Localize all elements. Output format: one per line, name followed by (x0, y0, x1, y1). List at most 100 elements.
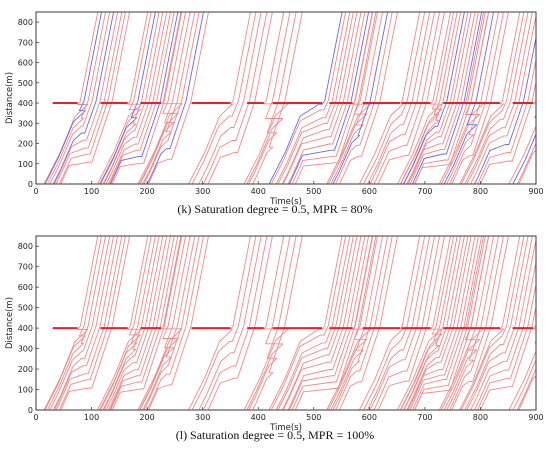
vehicle-trajectory (202, 236, 268, 410)
y-axis-label: Distance(m) (5, 72, 15, 124)
y-tick-label: 0 (28, 180, 33, 189)
vehicle-trajectory (148, 236, 209, 410)
vehicle-trajectory (282, 236, 362, 410)
vehicle-trajectory (369, 12, 435, 184)
vehicle-trajectory (477, 282, 536, 410)
vehicle-trajectory (397, 12, 451, 184)
vehicle-trajectory (407, 12, 476, 184)
vehicle-trajectory (105, 236, 168, 410)
vehicle-trajectory (248, 12, 297, 184)
vehicle-trajectory (188, 12, 251, 184)
vehicle-trajectory (451, 236, 509, 410)
vehicle-trajectory (49, 236, 111, 410)
vehicle-trajectory (107, 236, 171, 410)
vehicle-trajectory (363, 236, 426, 410)
vehicle-trajectory (270, 12, 347, 184)
vehicle-trajectory (288, 236, 370, 410)
vehicle-trajectory (55, 12, 123, 184)
x-tick-label: 100 (84, 413, 99, 422)
vehicle-trajectory (403, 236, 462, 410)
vehicle-trajectory (248, 236, 297, 410)
vehicle-trajectory (275, 12, 351, 184)
vehicle-trajectory (109, 12, 175, 184)
vehicle-trajectory (97, 236, 149, 410)
x-tick-label: 200 (139, 413, 154, 422)
vehicle-trajectory (479, 304, 536, 410)
vehicle-trajectory (326, 12, 374, 184)
vehicle-trajectory (403, 236, 465, 410)
trajectories (43, 12, 536, 184)
vehicle-trajectory (446, 12, 499, 184)
vehicle-trajectory (137, 12, 183, 184)
vehicle-trajectory (330, 12, 384, 184)
y-tick-label: 700 (18, 38, 33, 47)
vehicle-trajectory (470, 237, 536, 410)
y-tick-label: 400 (18, 99, 33, 108)
vehicle-trajectory (512, 339, 536, 410)
x-tick-label: 500 (306, 187, 321, 196)
vehicle-trajectory (139, 236, 191, 410)
vehicle-trajectory (60, 12, 131, 184)
x-tick-label: 900 (528, 413, 543, 422)
x-tick-label: 600 (362, 413, 377, 422)
vehicle-trajectory (207, 236, 273, 410)
x-tick-label: 300 (195, 413, 210, 422)
vehicle-trajectory (287, 12, 366, 184)
vehicle-trajectory (268, 236, 343, 410)
vehicle-trajectory (108, 12, 171, 184)
vehicle-trajectory (335, 236, 393, 410)
trajectories (43, 236, 536, 410)
vehicle-trajectory (369, 236, 435, 410)
vehicle-trajectory (111, 236, 183, 410)
vehicle-trajectory (474, 259, 536, 410)
vehicle-trajectory (414, 12, 486, 184)
vehicle-trajectory (207, 12, 273, 184)
vehicle-trajectory (373, 12, 441, 184)
cav-trajectory (288, 12, 370, 184)
y-tick-label: 500 (18, 304, 33, 313)
vehicle-trajectory (443, 236, 495, 410)
vehicle-trajectory (102, 12, 160, 184)
vehicle-trajectory (335, 12, 393, 184)
vehicle-trajectory (188, 236, 251, 410)
panel-caption: (l) Saturation degree = 0.5, MPR = 100% (176, 428, 375, 442)
vehicle-trajectory (198, 12, 262, 184)
plot-border (35, 235, 537, 411)
vehicle-trajectory (252, 236, 303, 410)
chart-panel-k: 0 100 200 300 400 500 600 700 800 900 0 100 200 300 4… (5, 11, 544, 216)
vehicle-trajectory (332, 236, 389, 410)
vehicle-trajectory (277, 236, 354, 410)
y-tick-label: 200 (18, 140, 33, 149)
vehicle-trajectory (403, 12, 462, 184)
x-tick-label: 700 (417, 187, 432, 196)
y-tick-label: 300 (18, 119, 33, 128)
plot-border (35, 11, 537, 185)
vehicle-trajectory (339, 236, 398, 410)
cav-trajectory (474, 35, 536, 184)
y-tick-label: 400 (18, 324, 33, 333)
vehicle-trajectory (400, 236, 455, 410)
vehicle-trajectory (246, 236, 291, 410)
vehicle-trajectory (339, 12, 398, 184)
y-tick-label: 200 (18, 365, 33, 374)
y-tick-label: 500 (18, 79, 33, 88)
vehicle-trajectory (143, 12, 200, 184)
y-tick-label: 100 (18, 160, 33, 169)
x-tick-label: 0 (33, 187, 38, 196)
y-axis-label: Distance(m) (5, 297, 15, 349)
y-ticks: 0 100 200 300 400 500 600 700 800 (18, 242, 39, 415)
vehicle-trajectory (191, 236, 257, 410)
y-tick-label: 300 (18, 345, 33, 354)
vehicle-trajectory (60, 236, 131, 410)
vehicle-trajectory (99, 236, 156, 410)
vehicle-trajectory (373, 236, 441, 410)
cav-trajectory (52, 12, 115, 184)
cav-trajectory (512, 113, 536, 184)
vehicle-trajectory (97, 12, 149, 184)
vehicle-trajectory (282, 12, 362, 184)
x-tick-label: 800 (473, 413, 488, 422)
vehicle-trajectory (459, 236, 521, 410)
cav-trajectory (403, 12, 465, 184)
y-tick-label: 800 (18, 18, 33, 27)
